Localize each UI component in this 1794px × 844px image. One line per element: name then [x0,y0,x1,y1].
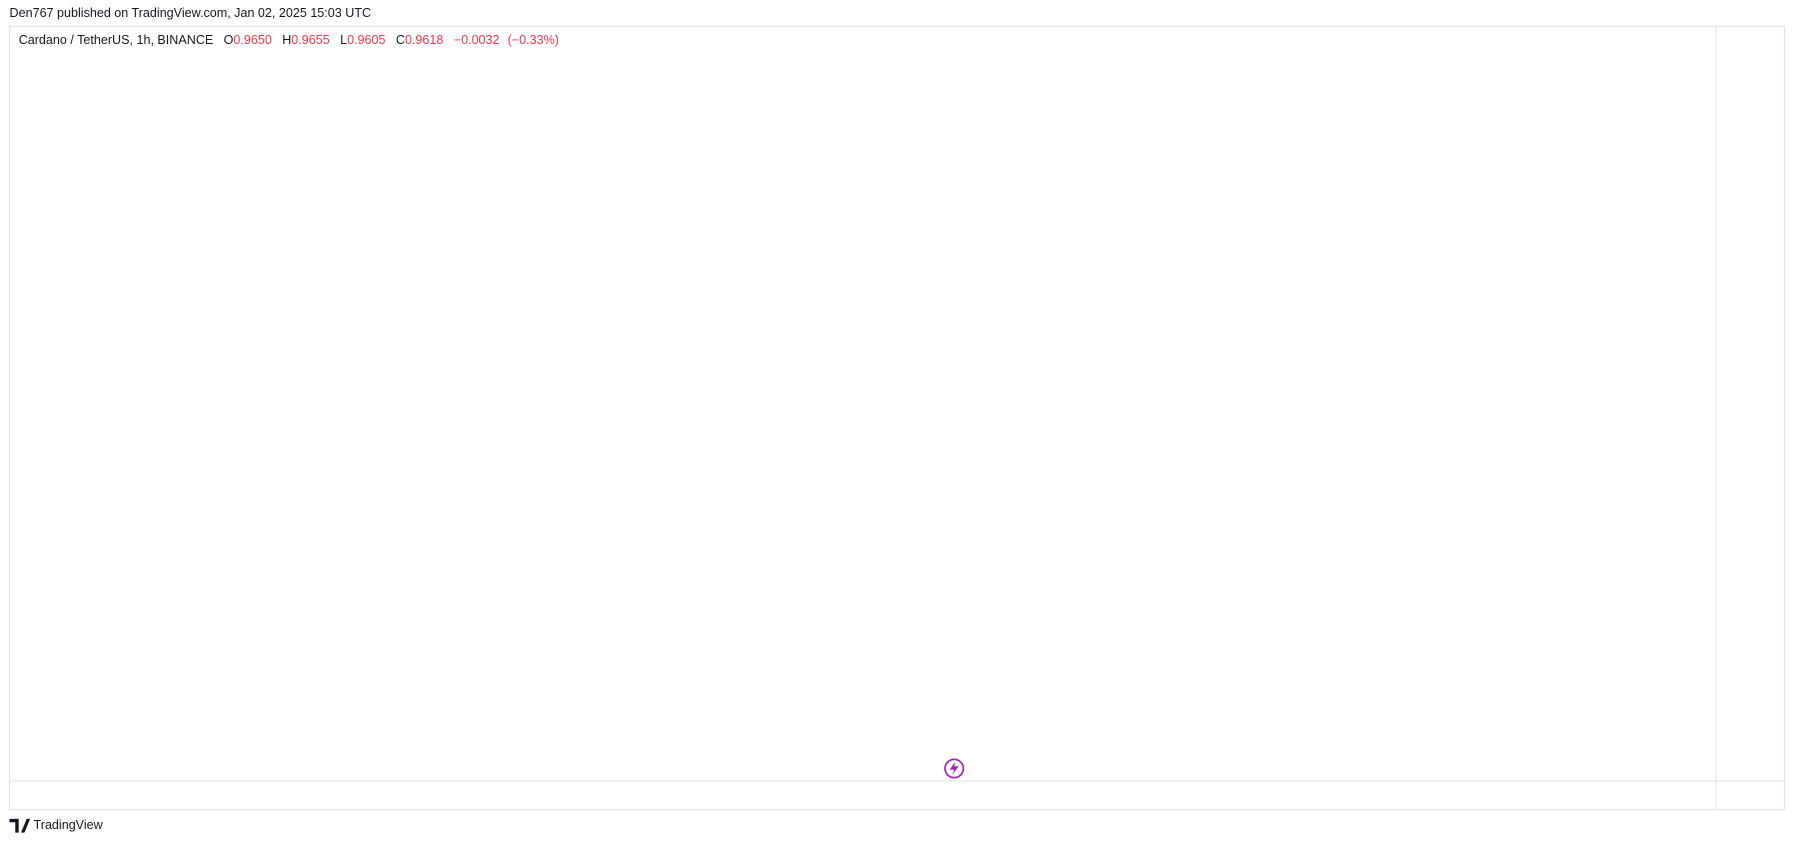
legend-value: 0.9650 [233,33,271,47]
legend-key: C [396,33,405,47]
legend-key: H [282,33,291,47]
brand: TradingView [34,818,104,832]
legend-value: 0.9605 [347,33,385,47]
tradingview-logo[interactable]: TradingView [9,818,104,833]
legend-key: O [224,33,234,47]
symbol: Cardano / TetherUS, 1h, BINANCE [19,33,214,47]
legend-value: 0.9618 [405,33,443,47]
lightning-icon[interactable] [944,758,965,779]
legend-change: −0.0032 [454,33,500,47]
legend: Cardano / TetherUS, 1h, BINANCE O0.9650 … [19,33,559,47]
chart-frame [8,25,1786,811]
legend-value: 0.9655 [291,33,329,47]
legend-change-pct: (−0.33%) [508,33,559,47]
publish-info: Den767 published on TradingView.com, Jan… [10,6,372,20]
legend-key: L [340,33,347,47]
